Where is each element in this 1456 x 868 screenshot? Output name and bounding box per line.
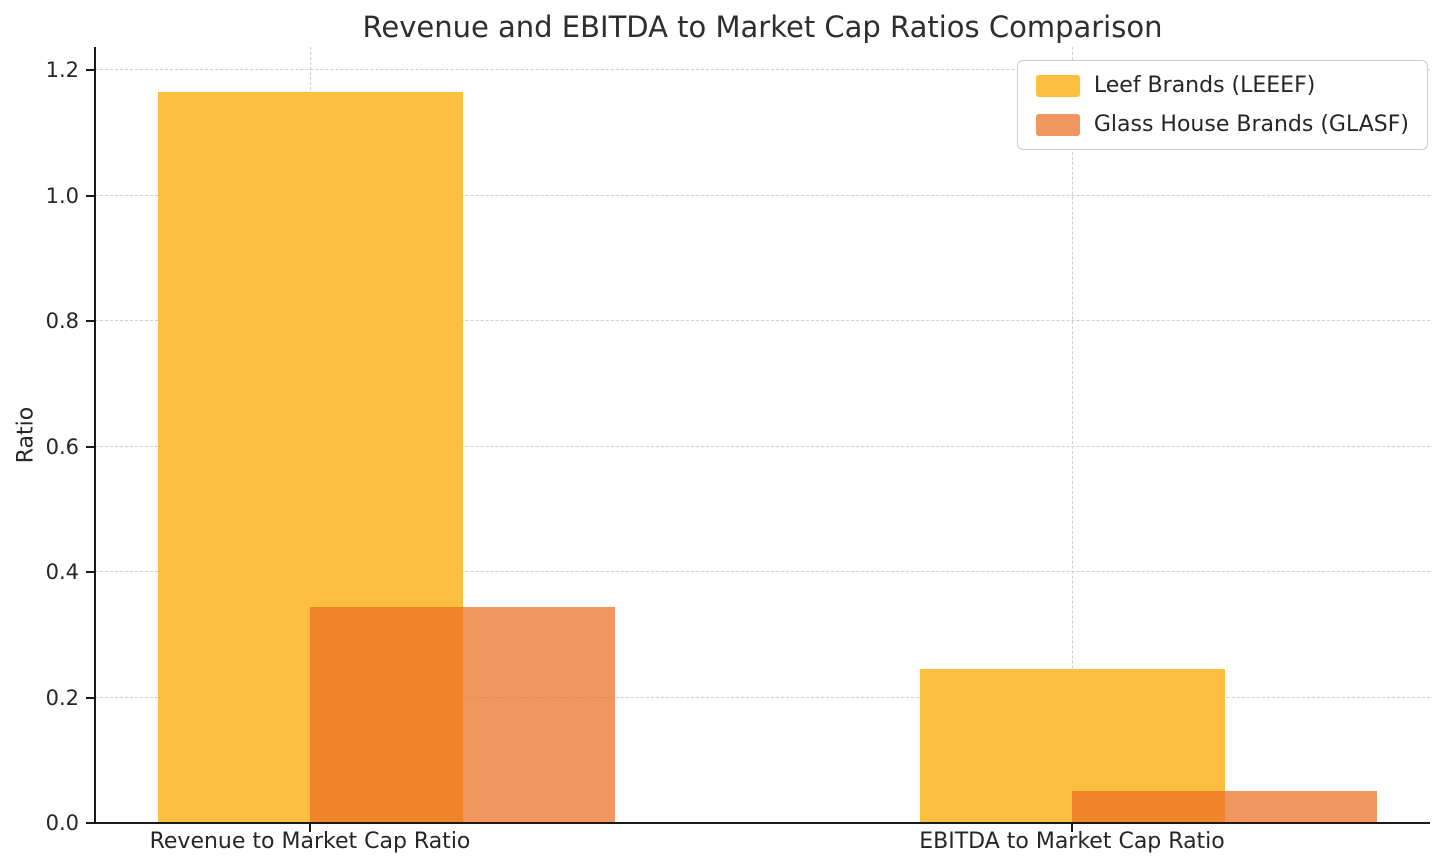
x-tick-mark-revenue-to-market-cap-ratio (309, 823, 311, 832)
legend-swatch-glass-house-brands (1035, 113, 1080, 136)
y-tick-mark-0.2 (86, 696, 95, 699)
y-axis-line (94, 47, 96, 823)
y-tick-mark-0.8 (86, 320, 95, 322)
gridline-y-0.4 (95, 571, 1430, 572)
gridline-y-0.2 (95, 696, 1430, 698)
y-tick-mark-0.6 (86, 445, 95, 448)
gridline-y-1.0 (95, 194, 1430, 196)
x-tick-mark-ebitda-to-market-cap-ratio (1071, 823, 1073, 832)
plot-area: 0.0 0.2 0.4 0.6 0.8 1.0 1.2 Revenue to Market … (46, 47, 1430, 854)
gridline-y-1.2 (95, 69, 1430, 70)
legend-item-glass-house-brands: Glass House Brands (GLASF) (1035, 112, 1409, 137)
legend: Leef Brands (LEEEF) Glass House Brands (… (1016, 60, 1428, 150)
y-tick-label-1.0: 1.0 (45, 183, 79, 208)
y-tick-mark-0.4 (86, 571, 95, 573)
y-tick-mark-0.0 (86, 822, 95, 824)
x-tick-label-ebitda-to-market-cap-ratio: EBITDA to Market Cap Ratio (919, 829, 1225, 854)
legend-label-leef-brands: Leef Brands (LEEEF) (1093, 73, 1316, 98)
y-tick-label-0.2: 0.2 (45, 685, 79, 710)
y-tick-mark-1.2 (86, 69, 95, 71)
y-tick-label-1.2: 1.2 (45, 58, 79, 82)
gridline-y-0.8 (95, 320, 1430, 321)
y-tick-label-0.6: 0.6 (45, 434, 79, 459)
legend-item-leef-brands: Leef Brands (LEEEF) (1035, 73, 1409, 98)
legend-swatch-leef-brands (1035, 74, 1080, 97)
bar-glass-house-brands-glasf-ebitda-to-market-cap-ratio (1072, 791, 1377, 823)
chart-title: Revenue and EBITDA to Market Cap Ratios … (362, 10, 1163, 44)
y-tick-label-0.8: 0.8 (45, 309, 79, 333)
x-axis-line (94, 822, 1430, 824)
x-tick-label-revenue-to-market-cap-ratio: Revenue to Market Cap Ratio (149, 829, 471, 854)
gridline-y-0.6 (95, 445, 1430, 447)
y-tick-label-0.0: 0.0 (45, 811, 79, 835)
y-tick-label-0.4: 0.4 (45, 560, 79, 584)
y-tick-mark-1.0 (86, 194, 95, 197)
bar-glass-house-brands-glasf-revenue-to-market-cap-ratio (310, 606, 615, 823)
legend-label-glass-house-brands: Glass House Brands (GLASF) (1093, 112, 1409, 137)
gridline-x-ebitda-to-market-cap-ratio (1072, 47, 1073, 823)
